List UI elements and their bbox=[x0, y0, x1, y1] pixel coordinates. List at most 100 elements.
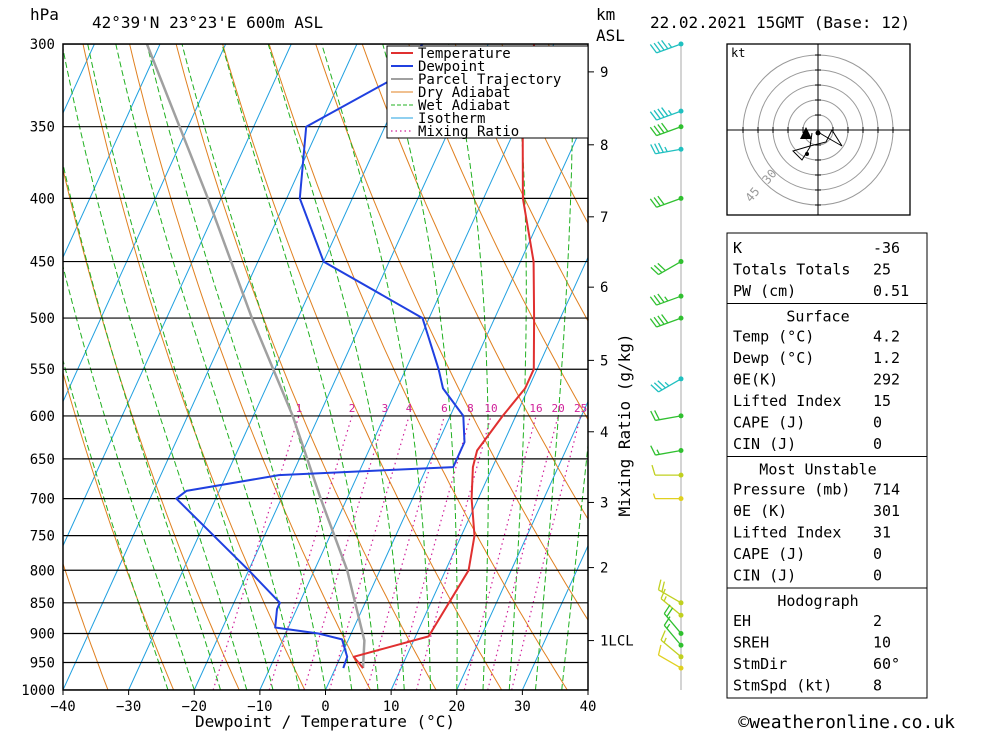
most-unstable-table-row-label: Lifted Index bbox=[733, 524, 841, 542]
hodograph-table-row-label: EH bbox=[733, 612, 751, 630]
hodograph-table-row-label: SREH bbox=[733, 634, 769, 652]
wind-barb-half-flag bbox=[654, 494, 656, 499]
dry-adiabat-line bbox=[316, 44, 633, 690]
km-tick-label: 9 bbox=[600, 65, 608, 81]
surface-table-row-value: 0 bbox=[873, 414, 882, 432]
dry-adiabat-line bbox=[0, 44, 174, 690]
wind-barb-flag bbox=[651, 144, 656, 153]
mixing-ratio-line bbox=[213, 416, 299, 690]
mixing-ratio-label: 20 bbox=[551, 402, 564, 415]
wind-barb-dot bbox=[679, 316, 684, 321]
isotherm-line bbox=[326, 44, 620, 690]
indices-table-row-value: -36 bbox=[873, 239, 900, 257]
wind-barb-dot bbox=[679, 376, 684, 381]
wind-barb-half-flag bbox=[667, 624, 670, 628]
surface-table-row-label: Dewp (°C) bbox=[733, 349, 814, 367]
dry-adiabat-line bbox=[409, 44, 765, 690]
pressure-tick-label: 700 bbox=[30, 492, 55, 508]
mixing-ratio-label: 8 bbox=[467, 402, 474, 415]
wet-adiabat-line bbox=[38, 44, 220, 690]
hodograph-table-row-label: StmDir bbox=[733, 655, 787, 673]
wind-barb-flag bbox=[658, 645, 660, 655]
wet-adiabat-line bbox=[268, 44, 404, 690]
wind-barb-flag bbox=[661, 630, 665, 640]
most-unstable-table-row-label: CIN (J) bbox=[733, 567, 796, 585]
hodograph-table-row-label: StmSpd (kt) bbox=[733, 677, 832, 695]
most-unstable-table-row-value: 0 bbox=[873, 545, 882, 563]
pressure-tick-label: 650 bbox=[30, 452, 55, 468]
wind-barb bbox=[658, 580, 683, 606]
mixing-ratio-label: 25 bbox=[574, 402, 587, 415]
wind-barb bbox=[651, 446, 684, 455]
wind-barb-dot bbox=[679, 42, 684, 47]
hodograph-table-row-value: 8 bbox=[873, 677, 882, 695]
isotherm-line bbox=[0, 44, 160, 690]
x-tick-label: −30 bbox=[116, 699, 141, 715]
indices-table-row-value: 0.51 bbox=[873, 282, 909, 300]
km-unit-label: km bbox=[596, 5, 615, 24]
wind-barb bbox=[650, 123, 683, 135]
mixing-ratio-label: 6 bbox=[441, 402, 448, 415]
surface-table-row-value: 15 bbox=[873, 392, 891, 410]
wind-barb-dot bbox=[679, 196, 684, 201]
wind-barb-half-flag bbox=[657, 450, 659, 455]
wet-adiabat-line bbox=[536, 44, 573, 690]
wind-barb bbox=[650, 315, 683, 327]
km-tick-label: 6 bbox=[600, 280, 608, 296]
x-axis-title: Dewpoint / Temperature (°C) bbox=[195, 712, 455, 731]
km-tick-label: 7 bbox=[600, 210, 608, 226]
wind-barb-flag bbox=[651, 446, 656, 455]
wind-barb-dot bbox=[679, 613, 684, 618]
wind-profile bbox=[650, 40, 683, 690]
isotherm-line bbox=[0, 44, 29, 690]
wind-barb bbox=[651, 143, 684, 154]
surface-table-row-value: 1.2 bbox=[873, 349, 900, 367]
wind-barb-staff bbox=[658, 655, 681, 668]
pressure-tick-label: 750 bbox=[30, 529, 55, 545]
surface-table-row-label: CAPE (J) bbox=[733, 414, 805, 432]
indices-table-row-label: K bbox=[733, 239, 742, 257]
wet-adiabat-line bbox=[0, 44, 168, 690]
pressure-tick-label: 550 bbox=[30, 362, 55, 378]
km-asl-label: ASL bbox=[596, 26, 625, 45]
wind-barb-dot bbox=[679, 413, 684, 418]
hodograph-end-dot bbox=[805, 152, 809, 156]
pressure-tick-label: 1000 bbox=[21, 683, 55, 699]
surface-table-row-value: 4.2 bbox=[873, 328, 900, 346]
km-tick-label: 8 bbox=[600, 138, 608, 154]
legend: Temperature Dewpoint Parcel Trajectory D… bbox=[387, 46, 588, 140]
surface-table-row-label: θE(K) bbox=[733, 371, 778, 389]
most-unstable-table-row-label: Pressure (mb) bbox=[733, 481, 850, 499]
surface-table-row-value: 292 bbox=[873, 371, 900, 389]
surface-table-row-label: Lifted Index bbox=[733, 392, 841, 410]
surface-table-row-label: Temp (°C) bbox=[733, 328, 814, 346]
pressure-tick-label: 850 bbox=[30, 596, 55, 612]
wind-barb-flag bbox=[655, 144, 660, 153]
mixing-ratio-label: 10 bbox=[484, 402, 497, 415]
wind-barb bbox=[652, 465, 684, 478]
km-tick-label: 4 bbox=[600, 425, 608, 441]
dry-adiabat-line bbox=[967, 44, 1000, 690]
wet-adiabat-line bbox=[182, 44, 352, 690]
wind-barb-flag bbox=[655, 410, 660, 419]
parcel-trace bbox=[147, 44, 365, 668]
wind-barb-dot bbox=[679, 600, 684, 605]
wind-barb-flag bbox=[659, 143, 664, 152]
surface-table-row-label: CIN (J) bbox=[733, 435, 796, 453]
wind-barb-dot bbox=[679, 147, 684, 152]
wind-barb-dot bbox=[679, 654, 684, 659]
legend-label-mixing-ratio: Mixing Ratio bbox=[418, 124, 519, 140]
pressure-tick-label: 500 bbox=[30, 311, 55, 327]
wind-barb-flag bbox=[651, 411, 656, 420]
x-tick-label: 40 bbox=[580, 699, 597, 715]
pressure-tick-label: 600 bbox=[30, 409, 55, 425]
most-unstable-table-row-value: 0 bbox=[873, 567, 882, 585]
pressure-tick-label: 800 bbox=[30, 563, 55, 579]
isotherm-line bbox=[63, 44, 357, 690]
wind-barb bbox=[650, 294, 683, 305]
km-tick-label: 2 bbox=[600, 561, 608, 577]
indices-table-row-label: PW (cm) bbox=[733, 282, 796, 300]
pressure-tick-label: 300 bbox=[30, 37, 55, 53]
